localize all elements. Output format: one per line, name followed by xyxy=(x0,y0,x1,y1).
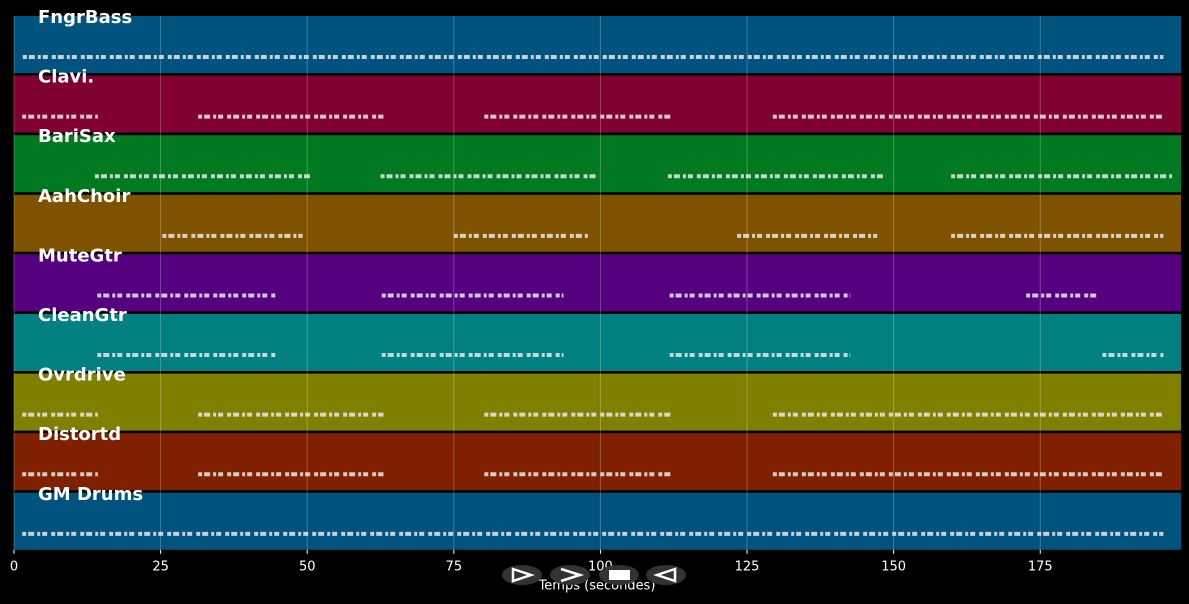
x-tick-label: 25 xyxy=(152,560,169,575)
forward-button[interactable] xyxy=(550,565,590,585)
track-name: BariSax xyxy=(38,126,116,147)
track-name: Clavi. xyxy=(38,67,94,88)
track-lane xyxy=(14,254,1181,312)
track-lane xyxy=(14,194,1181,252)
stop-button[interactable] xyxy=(599,565,639,585)
track-lane xyxy=(14,75,1181,133)
track-name: AahChoir xyxy=(38,186,130,207)
track-lane xyxy=(14,135,1181,193)
track-lane xyxy=(14,314,1181,371)
track-name: Distortd xyxy=(38,424,121,445)
track-lane xyxy=(14,492,1181,550)
playback-controls xyxy=(502,565,686,585)
track-name: MuteGtr xyxy=(38,245,122,266)
track-name: CleanGtr xyxy=(38,305,127,326)
track-lane xyxy=(14,373,1181,431)
back-button[interactable] xyxy=(646,565,686,585)
x-tick-label: 150 xyxy=(881,560,906,575)
x-tick-label: 0 xyxy=(10,560,18,575)
x-tick-label: 175 xyxy=(1028,560,1053,575)
track-lane xyxy=(14,16,1181,73)
play-button[interactable] xyxy=(502,565,542,585)
x-tick-label: 125 xyxy=(735,560,760,575)
track-name: FngrBass xyxy=(38,7,132,28)
x-tick-label: 50 xyxy=(299,560,316,575)
track-lane xyxy=(14,433,1181,491)
lanes xyxy=(14,16,1181,550)
track-name: GM Drums xyxy=(38,484,143,505)
grid: 0 25 50 75 100 125 150 175 xyxy=(10,16,1053,575)
notes xyxy=(22,55,1174,536)
track-name: Ovrdrive xyxy=(38,365,126,386)
labels: FngrBass Clavi. BariSax AahChoir MuteGtr Clea… xyxy=(38,7,143,505)
x-tick-label: 75 xyxy=(446,560,463,575)
